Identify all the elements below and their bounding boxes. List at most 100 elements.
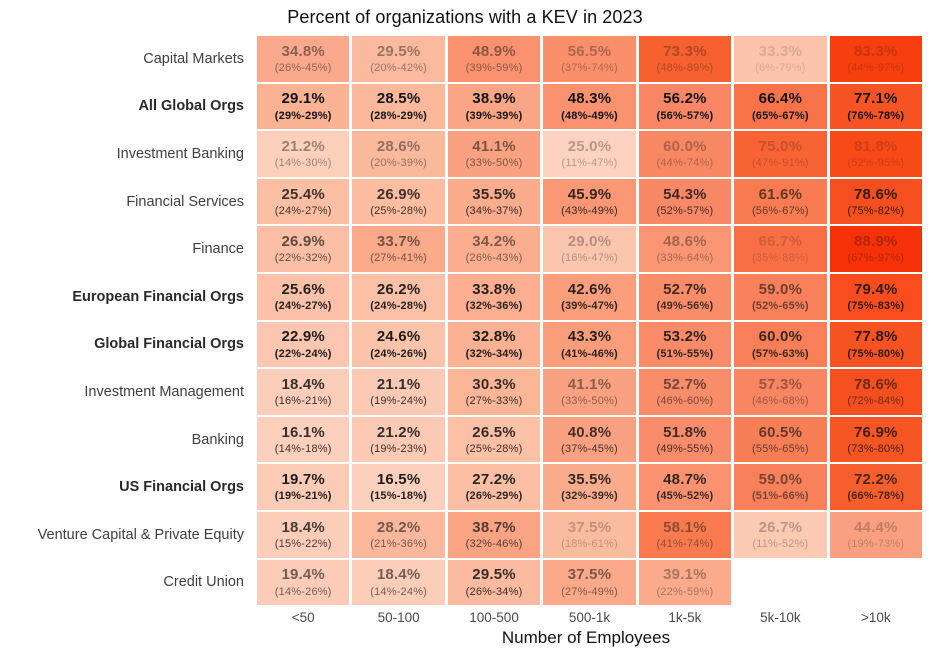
cell-value: 16.5% <box>376 471 421 489</box>
cell-ci: (22%-59%) <box>656 585 714 598</box>
cell-ci: (75%-80%) <box>847 347 905 360</box>
cell-value: 76.9% <box>854 423 898 441</box>
cell-value: 79.4% <box>854 280 898 298</box>
cell-value: 27.2% <box>472 471 516 489</box>
cell-value: 83.3% <box>854 42 898 60</box>
heatmap-cell: 28.6% (20%-39%) <box>352 131 445 177</box>
cell-ci: (21%-36%) <box>370 538 428 551</box>
cell-value: 35.5% <box>567 471 612 489</box>
row-label: Finance <box>192 241 244 258</box>
cell-ci: (72%-84%) <box>847 395 905 408</box>
cell-value: 51.8% <box>663 423 707 441</box>
cell-value: 29.5% <box>376 42 421 60</box>
heatmap-cell: 16.1% (14%-18%) <box>257 416 350 463</box>
cell-ci: (44%-74%) <box>656 157 714 170</box>
cell-ci: (49%-56%) <box>656 300 714 313</box>
cell-value: 25.0% <box>567 138 612 156</box>
x-axis-tick: 5k-10k <box>760 610 801 626</box>
cell-ci: (44%-97%) <box>847 62 905 75</box>
cell-ci: (37%-74%) <box>561 62 618 75</box>
cell-value: 78.6% <box>854 185 898 203</box>
heatmap-cell: 24.6% (24%-26%) <box>352 321 445 368</box>
heatmap-cell: 41.1% (33%-50%) <box>543 369 636 415</box>
heatmap-cell: 59.0% (52%-65%) <box>734 273 827 320</box>
cell-value: 66.7% <box>758 233 803 251</box>
heatmap-cell: 16.5% (15%-18%) <box>352 464 445 510</box>
x-axis-tick: 50-100 <box>377 610 420 626</box>
cell-ci: (65%-67%) <box>751 109 809 122</box>
cell-value: 33.7% <box>376 233 421 251</box>
heatmap-cell: 51.8% (49%-55%) <box>638 416 732 463</box>
heatmap-cell: 75.0% (47%-91%) <box>734 131 827 177</box>
heatmap-cell: 52.7% (46%-60%) <box>638 369 732 415</box>
cell-value: 28.2% <box>376 518 421 536</box>
cell-ci: (24%-28%) <box>370 300 428 313</box>
heatmap-cell: 27.2% (26%-29%) <box>447 464 541 510</box>
heatmap-cell: 26.9% (25%-28%) <box>352 178 445 225</box>
cell-value: 60.5% <box>758 423 803 441</box>
cell-ci: (27%-33%) <box>465 395 523 408</box>
cell-value: 56.5% <box>567 42 612 60</box>
cell-value: 59.0% <box>758 280 803 298</box>
cell-ci: (29%-29%) <box>274 109 332 122</box>
heatmap-cell: 25.0% (11%-47%) <box>543 131 636 177</box>
heatmap-cell: 32.8% (32%-34%) <box>447 321 541 368</box>
cell-ci: (39%-59%) <box>465 62 523 75</box>
cell-value: 32.8% <box>472 328 516 346</box>
cell-value: 22.9% <box>281 328 325 346</box>
cell-ci: (24%-27%) <box>274 204 332 217</box>
cell-ci: (39%-39%) <box>465 109 523 122</box>
cell-value: 18.4% <box>281 376 325 393</box>
cell-ci: (25%-28%) <box>370 204 428 217</box>
cell-ci: (14%-24%) <box>370 585 428 598</box>
heatmap-cell: 60.0% (57%-63%) <box>734 321 827 368</box>
row-label: Banking <box>191 431 244 448</box>
cell-ci: (27%-41%) <box>370 252 428 265</box>
cell-ci: (24%-26%) <box>370 347 428 360</box>
heatmap-cell: 45.9% (43%-49%) <box>543 178 636 225</box>
cell-value: 56.2% <box>663 90 707 108</box>
cell-value: 26.7% <box>758 518 803 536</box>
x-axis-tick-spacer <box>4 610 254 625</box>
heatmap-cell: 48.9% (39%-59%) <box>447 36 541 82</box>
cell-value: 60.0% <box>663 138 707 156</box>
heatmap-cell: 33.7% (27%-41%) <box>352 226 445 272</box>
heatmap-cell: 44.4% (19%-73%) <box>829 511 922 558</box>
cell-ci: (52%-95%) <box>847 157 905 170</box>
heatmap-cell: 29.0% (16%-47%) <box>543 226 636 272</box>
cell-value: 58.1% <box>663 518 707 536</box>
cell-value: 48.3% <box>567 90 612 108</box>
heatmap-cell: 38.9% (39%-39%) <box>447 83 541 130</box>
cell-value: 30.3% <box>472 376 516 393</box>
heatmap-cell: 22.9% (22%-24%) <box>257 321 350 368</box>
heatmap-cell: 41.1% (33%-50%) <box>447 131 541 177</box>
cell-ci: (26%-43%) <box>465 252 523 265</box>
cell-ci: (20%-39%) <box>370 157 428 170</box>
heatmap-cell: 30.3% (27%-33%) <box>447 369 541 415</box>
heatmap-cell: 57.3% (46%-68%) <box>734 369 827 415</box>
cell-value: 60.0% <box>758 328 803 346</box>
cell-value: 41.1% <box>567 376 612 393</box>
cell-ci: (46%-68%) <box>751 395 809 408</box>
heatmap-cell: 33.8% (32%-36%) <box>447 273 541 320</box>
cell-value: 57.3% <box>758 376 803 393</box>
cell-ci: (33%-50%) <box>465 157 523 170</box>
cell-ci: (75%-83%) <box>847 300 905 313</box>
cell-value: 19.7% <box>281 471 325 489</box>
cell-value: 59.0% <box>758 471 803 489</box>
heatmap-cell: 81.8% (52%-95%) <box>829 131 922 177</box>
cell-value: 34.8% <box>281 42 325 60</box>
heatmap-cell: 25.6% (24%-27%) <box>257 273 350 320</box>
cell-value: 37.5% <box>567 566 612 584</box>
heatmap-cell: 77.8% (75%-80%) <box>829 321 922 368</box>
cell-value: 28.5% <box>376 90 421 108</box>
cell-ci: (33%-50%) <box>561 395 618 408</box>
cell-ci: (73%-80%) <box>847 442 905 455</box>
cell-ci: (55%-65%) <box>751 442 809 455</box>
cell-ci: (26%-34%) <box>465 585 523 598</box>
chart-title: Percent of organizations with a KEV in 2… <box>287 7 643 27</box>
cell-value: 25.4% <box>281 185 325 203</box>
row-label: Credit Union <box>163 574 244 591</box>
cell-ci: (19%-23%) <box>370 442 428 455</box>
heatmap-cell: 66.7% (35%-88%) <box>734 226 827 272</box>
